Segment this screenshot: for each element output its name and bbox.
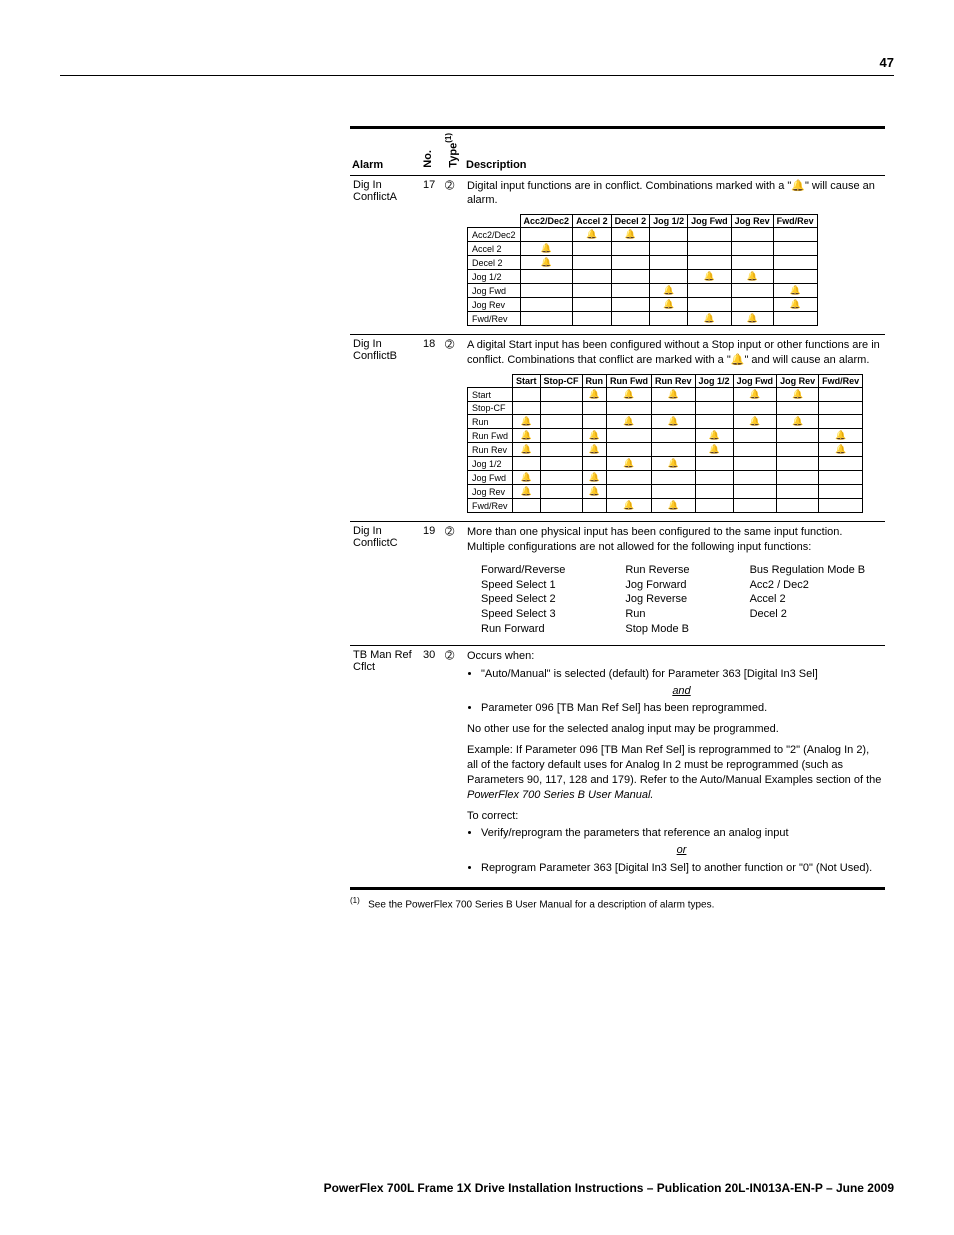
table-header-row: Alarm No. Type(1) Description: [350, 128, 885, 176]
alarm-description: A digital Start input has been configure…: [464, 335, 885, 522]
alarm-no: 18: [420, 335, 442, 522]
list-item: Verify/reprogram the parameters that ref…: [481, 826, 882, 858]
alarm-description: Occurs when: "Auto/Manual" is selected (…: [464, 645, 885, 888]
footnote: (1) See the PowerFlex 700 Series B User …: [350, 896, 894, 911]
alarm-table: Alarm No. Type(1) Description Dig In Con…: [350, 126, 885, 890]
list-item: Parameter 096 [TB Man Ref Sel] has been …: [481, 701, 882, 716]
th-description: Description: [464, 128, 885, 176]
page-number: 47: [880, 55, 894, 70]
func-col-2: Run ReverseJog ForwardJog ReverseRunStop…: [625, 563, 689, 637]
example-text: Example: If Parameter 096 [TB Man Ref Se…: [467, 743, 882, 802]
header-rule: [60, 75, 894, 76]
alarm-no: 30: [420, 645, 442, 888]
page: 47 Alarm No. Type(1) Description Dig In …: [0, 0, 954, 1235]
alarm-type: ➁: [442, 175, 464, 335]
conflict-matrix-a: Acc2/Dec2Accel 2Decel 2Jog 1/2Jog FwdJog…: [467, 214, 818, 326]
correct-list: Verify/reprogram the parameters that ref…: [467, 826, 882, 876]
alarm-name: Dig In ConflictA: [350, 175, 420, 335]
alarm-name: Dig In ConflictC: [350, 522, 420, 646]
th-no: No.: [420, 128, 442, 176]
func-col-1: Forward/ReverseSpeed Select 1Speed Selec…: [481, 563, 565, 637]
alarm-row-conflict-c: Dig In ConflictC 19 ➁ More than one phys…: [350, 522, 885, 646]
alarm-type: ➁: [442, 522, 464, 646]
page-footer: PowerFlex 700L Frame 1X Drive Installati…: [60, 1181, 894, 1195]
alarm-description: Digital input functions are in conflict.…: [464, 175, 885, 335]
alarm-name: Dig In ConflictB: [350, 335, 420, 522]
alarm-type: ➁: [442, 645, 464, 888]
th-type: Type(1): [442, 128, 464, 176]
alarm-row-conflict-a: Dig In ConflictA 17 ➁ Digital input func…: [350, 175, 885, 335]
alarm-row-conflict-b: Dig In ConflictB 18 ➁ A digital Start in…: [350, 335, 885, 522]
th-alarm: Alarm: [350, 128, 420, 176]
alarm-description: More than one physical input has been co…: [464, 522, 885, 646]
occurs-list: "Auto/Manual" is selected (default) for …: [467, 667, 882, 717]
alarm-row-tb-man-ref: TB Man Ref Cflct 30 ➁ Occurs when: "Auto…: [350, 645, 885, 888]
alarm-no: 19: [420, 522, 442, 646]
func-col-3: Bus Regulation Mode BAcc2 / Dec2Accel 2D…: [750, 563, 866, 637]
list-item: "Auto/Manual" is selected (default) for …: [481, 667, 882, 699]
alarm-name: TB Man Ref Cflct: [350, 645, 420, 888]
conflict-matrix-b: StartStop-CFRunRun FwdRun RevJog 1/2Jog …: [467, 374, 863, 513]
alarm-type: ➁: [442, 335, 464, 522]
function-columns: Forward/ReverseSpeed Select 1Speed Selec…: [481, 563, 882, 637]
list-item: Reprogram Parameter 363 [Digital In3 Sel…: [481, 861, 882, 876]
alarm-no: 17: [420, 175, 442, 335]
